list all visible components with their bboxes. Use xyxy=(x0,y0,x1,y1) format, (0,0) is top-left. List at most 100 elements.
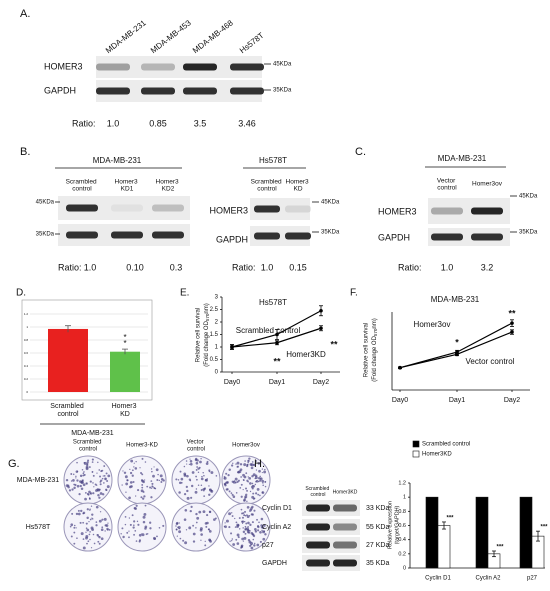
colony xyxy=(248,457,251,460)
colony xyxy=(146,485,149,488)
colony xyxy=(81,468,84,471)
x-tick-label: p27 xyxy=(527,576,538,582)
legend-label: Scrambled control xyxy=(422,442,470,448)
colony xyxy=(259,540,262,543)
colony xyxy=(243,479,245,481)
colony xyxy=(91,458,94,461)
colony xyxy=(195,488,198,490)
colony xyxy=(190,496,193,499)
colony xyxy=(261,471,263,474)
colony xyxy=(159,474,163,478)
column-label: Vector control xyxy=(187,439,206,452)
colony xyxy=(93,486,95,488)
colony xyxy=(124,523,127,526)
significance: * xyxy=(455,337,459,347)
colony xyxy=(185,460,188,462)
colony xyxy=(128,517,131,519)
colony xyxy=(70,480,73,482)
colony xyxy=(85,531,87,533)
size-marker: 35 KDa xyxy=(366,560,389,567)
colony xyxy=(237,479,240,482)
colony xyxy=(79,474,83,478)
size-marker: 35KDa xyxy=(519,230,538,236)
colony xyxy=(244,525,247,528)
colony xyxy=(225,519,229,523)
point xyxy=(455,352,459,357)
colony xyxy=(103,465,106,467)
significance: * xyxy=(123,339,126,348)
colony xyxy=(101,477,104,480)
colony xyxy=(208,493,211,496)
colony xyxy=(89,538,91,541)
colony xyxy=(230,464,234,467)
ratio-value: 0.15 xyxy=(289,262,307,272)
colony xyxy=(76,484,80,488)
colony xyxy=(249,482,252,485)
colony xyxy=(175,525,177,527)
band xyxy=(333,504,357,512)
group-label: MDA-MB-231 xyxy=(438,154,487,163)
colony xyxy=(228,512,232,516)
colony xyxy=(103,475,106,477)
colony xyxy=(107,522,109,524)
colony xyxy=(97,494,100,497)
y-tick-label: 0.4 xyxy=(24,364,29,368)
y-axis-label: (target/GAPDH) xyxy=(394,505,400,544)
band xyxy=(96,63,130,71)
colony xyxy=(208,530,212,533)
colony xyxy=(85,482,87,484)
colony xyxy=(233,480,236,482)
colony xyxy=(88,521,90,523)
colony xyxy=(243,536,247,540)
colony xyxy=(246,528,250,532)
colony xyxy=(242,530,246,534)
colony xyxy=(255,479,259,483)
colony xyxy=(261,529,263,532)
panel-label: G. xyxy=(8,458,20,470)
ratio-value: 0.85 xyxy=(149,118,167,128)
ratio-value: 1.0 xyxy=(84,262,97,272)
chart-title: Hs578T xyxy=(259,298,287,307)
colony xyxy=(83,461,87,465)
y-axis-label: (Fold change OD570nm) xyxy=(372,318,379,382)
colony xyxy=(179,470,182,473)
size-marker: 35KDa xyxy=(273,88,292,94)
colony xyxy=(141,473,144,476)
colony xyxy=(82,512,85,515)
colony xyxy=(92,533,95,536)
colony xyxy=(89,492,91,495)
colony xyxy=(83,471,85,473)
colony xyxy=(136,520,139,523)
colony xyxy=(183,493,187,496)
size-marker: 27 KDa xyxy=(366,542,389,549)
colony xyxy=(202,510,206,514)
colony xyxy=(92,492,95,495)
colony xyxy=(200,484,203,487)
y-tick-label: 0 xyxy=(215,370,219,376)
colony xyxy=(246,505,250,509)
y-tick-label: 0.5 xyxy=(210,357,219,363)
colony xyxy=(98,542,101,545)
x-tick-label: Day1 xyxy=(449,397,465,404)
colony xyxy=(158,479,161,482)
colony xyxy=(258,469,261,473)
colony xyxy=(105,489,108,491)
colony xyxy=(202,488,205,491)
colony xyxy=(86,462,89,466)
colony xyxy=(254,542,256,545)
point xyxy=(275,340,279,345)
colony xyxy=(73,531,76,534)
colony xyxy=(91,518,94,520)
colony xyxy=(125,491,127,493)
colony xyxy=(261,468,264,470)
colony xyxy=(206,514,209,517)
colony xyxy=(247,526,249,528)
colony xyxy=(249,544,252,548)
colony xyxy=(241,512,243,515)
colony xyxy=(253,509,256,512)
colony xyxy=(213,518,216,521)
colony xyxy=(254,530,258,533)
colony xyxy=(103,517,107,521)
colony xyxy=(205,478,208,482)
colony xyxy=(196,459,199,462)
